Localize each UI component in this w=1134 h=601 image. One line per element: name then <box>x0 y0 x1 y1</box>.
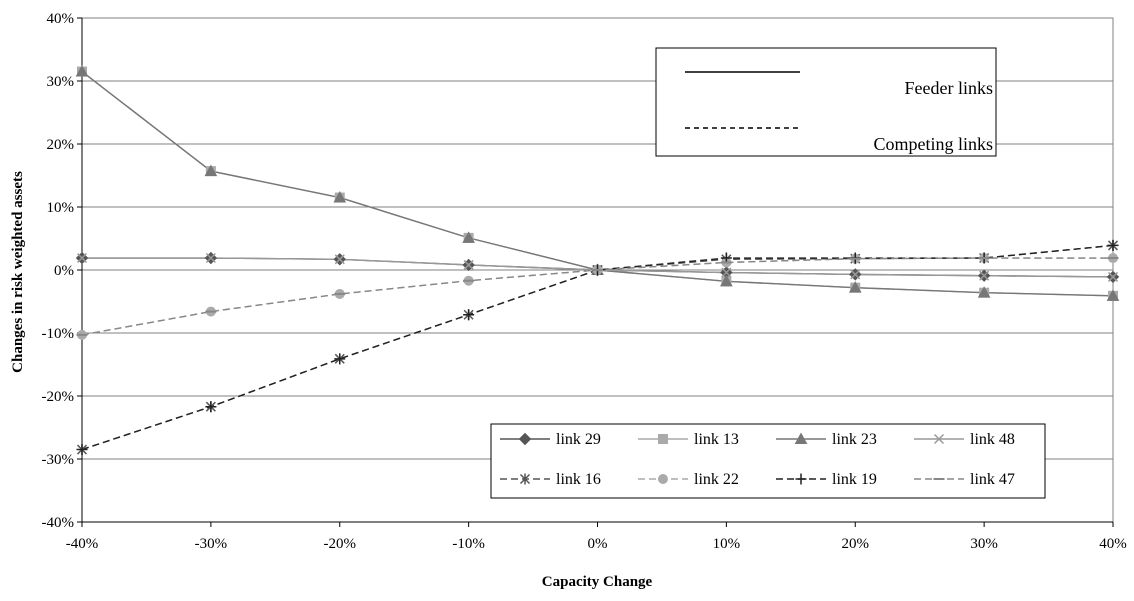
point-link-48 <box>334 254 345 265</box>
point-link-19 <box>205 401 217 413</box>
y-tick-label: -40% <box>42 515 75 531</box>
series-markers <box>75 65 1120 456</box>
y-tick-label: -30% <box>42 452 75 468</box>
y-axis-title: Changes in risk weighted assets <box>10 171 26 373</box>
y-tick-label: -10% <box>42 326 75 342</box>
x-tick-label: -40% <box>66 536 99 552</box>
y-tick-label: 20% <box>47 137 75 153</box>
legend-label: link 13 <box>694 431 739 448</box>
point-link-48 <box>979 270 990 281</box>
line-style-legend: Feeder links Competing links <box>655 47 997 157</box>
style-legend-label: Competing links <box>873 134 993 154</box>
y-tick-label: 40% <box>47 11 75 27</box>
legend-swatch-marker <box>658 434 668 444</box>
point-link-23 <box>462 231 475 243</box>
style-legend-label: Feeder links <box>905 78 993 98</box>
legend-swatch-marker <box>795 473 807 485</box>
x-tick-label: 30% <box>970 536 998 552</box>
legend-swatch-marker <box>519 473 531 485</box>
y-tick-label: 10% <box>47 200 75 216</box>
series-legend: link 29 link 13 link 23 link 48 link 16 link … <box>490 423 1046 499</box>
x-tick-label: 0% <box>588 536 608 552</box>
point-link-19 <box>1107 239 1119 251</box>
y-tick-label: 0% <box>54 263 74 279</box>
x-tick-label: 40% <box>1099 536 1127 552</box>
x-tick-label: -20% <box>324 536 357 552</box>
axes: -40% -30% -20% -10% 0% 10% 20% 30% 40% -40% -30% -2… <box>42 11 1127 552</box>
legend-label: link 22 <box>694 471 739 488</box>
legend-swatch-marker <box>794 432 808 444</box>
point-link-19 <box>463 309 475 321</box>
point-link-23 <box>848 281 862 293</box>
point-link-23 <box>1106 289 1120 301</box>
x-tick-label: -30% <box>195 536 228 552</box>
point-link-19 <box>76 444 88 456</box>
point-link-23 <box>333 191 347 203</box>
x-tick-label: -10% <box>452 536 485 552</box>
point-link-48 <box>205 252 216 264</box>
point-link-48 <box>850 269 861 280</box>
legend-label: link 48 <box>970 431 1015 448</box>
series-legend-box <box>490 423 1046 499</box>
legend-label: link 19 <box>832 471 877 488</box>
legend-label: link 23 <box>832 431 877 448</box>
point-link-23 <box>977 286 991 298</box>
point-link-19 <box>334 353 346 365</box>
point-link-48 <box>721 267 732 278</box>
point-link-48 <box>1107 271 1119 282</box>
legend-swatch-marker <box>518 432 532 446</box>
x-tick-label: 10% <box>713 536 741 552</box>
legend-label: link 47 <box>970 471 1015 488</box>
legend-swatch-marker <box>658 474 668 484</box>
point-link-23 <box>75 65 89 77</box>
point-link-23 <box>204 164 218 177</box>
legend-label: link 29 <box>556 431 601 448</box>
point-link-48 <box>76 252 88 264</box>
x-tick-label: 20% <box>842 536 870 552</box>
legend-label: link 16 <box>556 471 601 488</box>
y-tick-label: -20% <box>42 389 75 405</box>
point-link-48 <box>463 259 474 270</box>
legend-swatch-marker <box>933 433 945 445</box>
style-legend-box <box>655 47 997 157</box>
y-tick-label: 30% <box>47 74 75 90</box>
point-link-23 <box>720 274 733 287</box>
x-axis-title: Capacity Change <box>542 574 653 590</box>
